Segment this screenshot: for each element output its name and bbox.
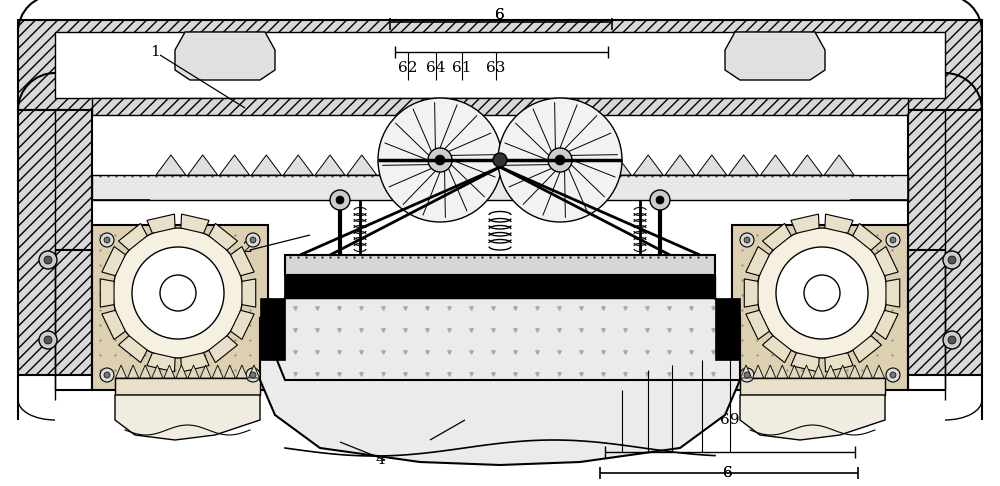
Polygon shape [315,155,345,175]
Polygon shape [283,155,313,175]
Circle shape [330,190,350,210]
Polygon shape [118,224,147,250]
Circle shape [804,275,840,311]
Polygon shape [102,246,125,276]
Polygon shape [175,32,275,80]
Polygon shape [92,98,908,115]
Circle shape [656,196,664,204]
Polygon shape [791,353,819,372]
Text: 62: 62 [398,61,418,75]
Polygon shape [789,365,800,378]
Polygon shape [260,318,740,465]
Polygon shape [732,225,908,390]
Polygon shape [753,365,764,378]
Text: 6: 6 [495,8,505,22]
Circle shape [250,372,256,378]
Polygon shape [140,365,151,378]
Polygon shape [212,365,223,378]
Polygon shape [474,155,504,175]
Circle shape [104,372,110,378]
Polygon shape [875,310,898,339]
Circle shape [100,233,114,247]
Polygon shape [697,155,727,175]
Text: 65: 65 [612,413,632,427]
Polygon shape [220,155,249,175]
Circle shape [948,336,956,344]
Polygon shape [570,155,599,175]
Polygon shape [601,155,631,175]
Text: 67: 67 [692,413,712,427]
Text: 68: 68 [638,413,658,427]
Polygon shape [538,155,568,175]
Circle shape [890,237,896,243]
Circle shape [113,228,243,358]
Polygon shape [633,155,663,175]
Polygon shape [837,365,848,378]
Text: 6: 6 [495,8,505,22]
Circle shape [246,233,260,247]
Polygon shape [908,110,982,375]
Polygon shape [746,246,769,276]
Polygon shape [861,365,872,378]
Circle shape [650,190,670,210]
Polygon shape [792,155,822,175]
Text: 4: 4 [375,453,385,467]
Polygon shape [92,175,908,200]
Polygon shape [181,214,209,233]
Polygon shape [209,336,238,363]
Circle shape [744,372,750,378]
Polygon shape [506,155,536,175]
Polygon shape [825,353,853,372]
Polygon shape [156,155,186,175]
Circle shape [744,237,750,243]
Circle shape [740,368,754,382]
Text: 63: 63 [486,61,506,75]
Polygon shape [825,214,853,233]
Circle shape [886,368,900,382]
Circle shape [890,372,896,378]
Polygon shape [231,246,254,276]
Circle shape [44,336,52,344]
Polygon shape [147,353,175,372]
Circle shape [493,153,507,167]
Polygon shape [853,224,882,250]
Circle shape [160,275,196,311]
Polygon shape [102,310,125,339]
Circle shape [435,155,445,165]
Polygon shape [725,32,825,80]
Circle shape [757,228,887,358]
Polygon shape [801,365,812,378]
Polygon shape [188,365,199,378]
Polygon shape [762,224,791,250]
Polygon shape [242,279,256,307]
Polygon shape [209,224,238,250]
Circle shape [250,237,256,243]
Polygon shape [236,365,247,378]
Polygon shape [761,155,790,175]
Polygon shape [152,365,163,378]
Text: 66: 66 [662,413,682,427]
Polygon shape [231,310,254,339]
Polygon shape [813,365,824,378]
Polygon shape [411,155,440,175]
Polygon shape [176,365,187,378]
Polygon shape [777,365,788,378]
Circle shape [132,247,224,339]
Polygon shape [55,32,945,98]
Polygon shape [825,365,836,378]
Polygon shape [665,155,695,175]
Circle shape [246,368,260,382]
Polygon shape [442,155,472,175]
Polygon shape [849,365,860,378]
Text: 6: 6 [723,466,733,480]
Polygon shape [824,155,854,175]
Circle shape [740,233,754,247]
Text: 2: 2 [243,241,253,255]
Polygon shape [746,310,769,339]
Polygon shape [715,298,740,360]
Polygon shape [285,255,715,275]
Polygon shape [164,365,175,378]
Polygon shape [853,336,882,363]
Polygon shape [744,279,758,307]
